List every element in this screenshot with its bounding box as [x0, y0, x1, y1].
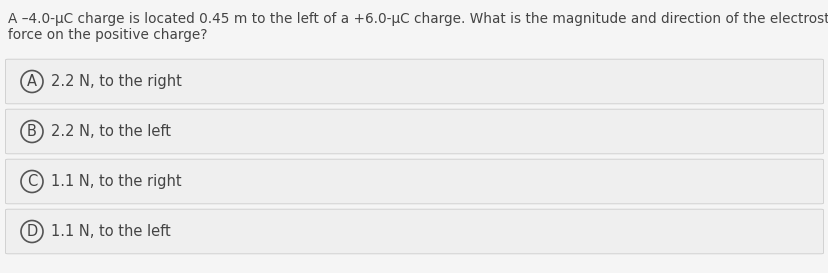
Text: 2.2 N, to the right: 2.2 N, to the right — [51, 74, 181, 89]
Text: force on the positive charge?: force on the positive charge? — [8, 28, 207, 42]
Text: C: C — [26, 174, 37, 189]
FancyBboxPatch shape — [6, 109, 822, 154]
Text: A: A — [27, 74, 37, 89]
Text: 2.2 N, to the left: 2.2 N, to the left — [51, 124, 171, 139]
FancyBboxPatch shape — [6, 159, 822, 204]
Text: B: B — [27, 124, 37, 139]
FancyBboxPatch shape — [6, 59, 822, 104]
Text: 1.1 N, to the right: 1.1 N, to the right — [51, 174, 181, 189]
Text: D: D — [26, 224, 37, 239]
Text: A –4.0-μC charge is located 0.45 m to the left of a +6.0-μC charge. What is the : A –4.0-μC charge is located 0.45 m to th… — [8, 12, 828, 26]
FancyBboxPatch shape — [6, 209, 822, 254]
Text: 1.1 N, to the left: 1.1 N, to the left — [51, 224, 171, 239]
